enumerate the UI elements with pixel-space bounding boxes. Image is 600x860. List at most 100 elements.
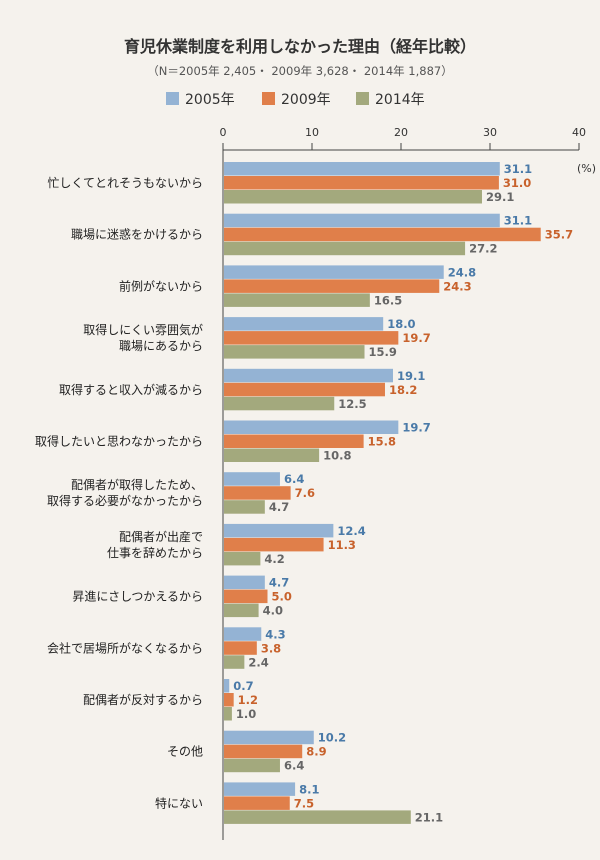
category-label-7-1: 仕事を辞めたから — [107, 545, 203, 560]
bar-9-1 — [224, 641, 257, 655]
value-label-12-1: 7.5 — [294, 796, 314, 810]
bar-0-2 — [224, 190, 482, 204]
value-label-4-2: 12.5 — [338, 397, 366, 411]
legend-label-0: 2005年 — [185, 92, 235, 108]
value-label-6-2: 4.7 — [269, 500, 289, 514]
value-label-8-2: 4.0 — [263, 604, 283, 618]
bar-2-2 — [224, 293, 370, 307]
value-label-10-1: 1.2 — [238, 693, 258, 707]
bar-7-0 — [224, 523, 334, 538]
bar-5-1 — [224, 434, 364, 448]
chart-title: 育児休業制度を利用しなかった理由（経年比較） — [124, 37, 476, 56]
plot-area: 31.131.029.1忙しくてとれそうもないから31.135.727.2職場に… — [35, 162, 573, 824]
bar-7-1 — [224, 537, 324, 552]
value-label-9-2: 2.4 — [248, 655, 268, 669]
chart-subtitle: （N＝2005年 2,405・ 2009年 3,628・ 2014年 1,887… — [147, 64, 452, 78]
legend-label-1: 2009年 — [281, 92, 331, 108]
value-label-2-2: 16.5 — [374, 293, 402, 307]
x-tick-label-3: 30 — [483, 126, 497, 139]
value-label-7-0: 12.4 — [337, 524, 365, 538]
legend-swatch-0 — [166, 92, 179, 105]
bar-5-2 — [224, 448, 320, 462]
value-label-12-0: 8.1 — [299, 782, 319, 796]
bar-0-1 — [224, 176, 499, 190]
value-label-3-1: 19.7 — [402, 331, 430, 345]
bar-11-0 — [224, 730, 314, 745]
bar-9-2 — [224, 655, 245, 669]
unit-label: (%) — [577, 162, 596, 175]
value-label-1-0: 31.1 — [504, 214, 532, 228]
value-label-0-0: 31.1 — [504, 162, 532, 176]
category-label-0-0: 忙しくてとれそうもないから — [47, 176, 203, 190]
value-label-10-2: 1.0 — [236, 707, 256, 721]
bar-9-0 — [224, 627, 262, 641]
category-label-8-0: 昇進にさしつかえるから — [72, 590, 203, 604]
category-label-7-0: 配偶者が出産で — [119, 529, 203, 544]
bar-0-0 — [224, 162, 500, 176]
bar-8-1 — [224, 589, 268, 604]
bar-8-0 — [224, 575, 265, 590]
value-label-11-0: 10.2 — [318, 731, 346, 745]
value-label-9-0: 4.3 — [265, 627, 285, 641]
value-label-5-1: 15.8 — [368, 435, 396, 449]
bar-11-1 — [224, 744, 303, 759]
bar-3-1 — [224, 331, 399, 345]
bar-4-2 — [224, 396, 335, 411]
legend-swatch-2 — [356, 92, 369, 105]
bar-10-2 — [224, 707, 232, 721]
value-label-0-2: 29.1 — [486, 190, 514, 204]
bar-1-1 — [224, 227, 541, 242]
legend: 2005年 2009年 2014年 — [166, 92, 425, 108]
x-tick-label-4: 40 — [572, 126, 586, 139]
value-label-3-0: 18.0 — [387, 317, 415, 331]
bar-1-2 — [224, 241, 466, 256]
value-label-11-2: 6.4 — [284, 759, 304, 773]
value-label-12-2: 21.1 — [415, 810, 443, 824]
category-label-2-0: 前例がないから — [119, 278, 203, 293]
bar-6-2 — [224, 500, 265, 514]
value-label-2-0: 24.8 — [448, 265, 476, 279]
x-tick-label-2: 20 — [394, 126, 408, 139]
value-label-1-1: 35.7 — [545, 228, 573, 242]
value-label-8-1: 5.0 — [272, 590, 292, 604]
category-label-6-1: 取得する必要がなかったから — [47, 493, 203, 508]
value-label-9-1: 3.8 — [261, 641, 281, 655]
value-label-1-2: 27.2 — [469, 242, 497, 256]
bar-3-2 — [224, 345, 365, 359]
bar-4-0 — [224, 368, 393, 383]
category-label-5-0: 取得したいと思わなかったから — [35, 434, 203, 449]
category-label-3-1: 職場にあるから — [119, 339, 203, 353]
value-label-5-0: 19.7 — [402, 421, 430, 435]
legend-label-2: 2014年 — [375, 92, 425, 108]
value-label-5-2: 10.8 — [323, 449, 351, 463]
value-label-7-2: 4.2 — [264, 552, 284, 566]
bar-5-0 — [224, 420, 399, 434]
value-label-0-1: 31.0 — [503, 176, 531, 190]
value-label-10-0: 0.7 — [233, 679, 253, 693]
x-tick-label-1: 10 — [305, 126, 319, 139]
bar-2-1 — [224, 279, 440, 293]
value-label-3-2: 15.9 — [369, 345, 397, 359]
bar-7-2 — [224, 551, 261, 566]
bar-8-2 — [224, 603, 259, 618]
category-label-3-0: 取得しにくい雰囲気が — [83, 322, 203, 337]
value-label-7-1: 11.3 — [328, 538, 356, 552]
value-label-4-0: 19.1 — [397, 369, 425, 383]
value-label-8-0: 4.7 — [269, 576, 289, 590]
bar-11-2 — [224, 758, 280, 773]
bar-10-1 — [224, 693, 234, 707]
category-label-1-0: 職場に迷惑をかけるから — [71, 228, 203, 242]
value-label-11-1: 8.9 — [306, 745, 326, 759]
value-label-2-1: 24.3 — [443, 279, 471, 293]
category-label-10-0: 配偶者が反対するから — [83, 692, 203, 707]
bar-1-0 — [224, 213, 500, 228]
bar-2-0 — [224, 265, 444, 279]
bar-12-0 — [224, 782, 296, 796]
category-label-9-0: 会社で居場所がなくなるから — [47, 640, 203, 655]
x-axis: 0 10 20 30 40 — [220, 126, 586, 840]
value-label-4-1: 18.2 — [389, 383, 417, 397]
bar-6-0 — [224, 472, 280, 486]
category-label-4-0: 取得すると収入が減るから — [59, 382, 203, 397]
bar-6-1 — [224, 486, 291, 500]
